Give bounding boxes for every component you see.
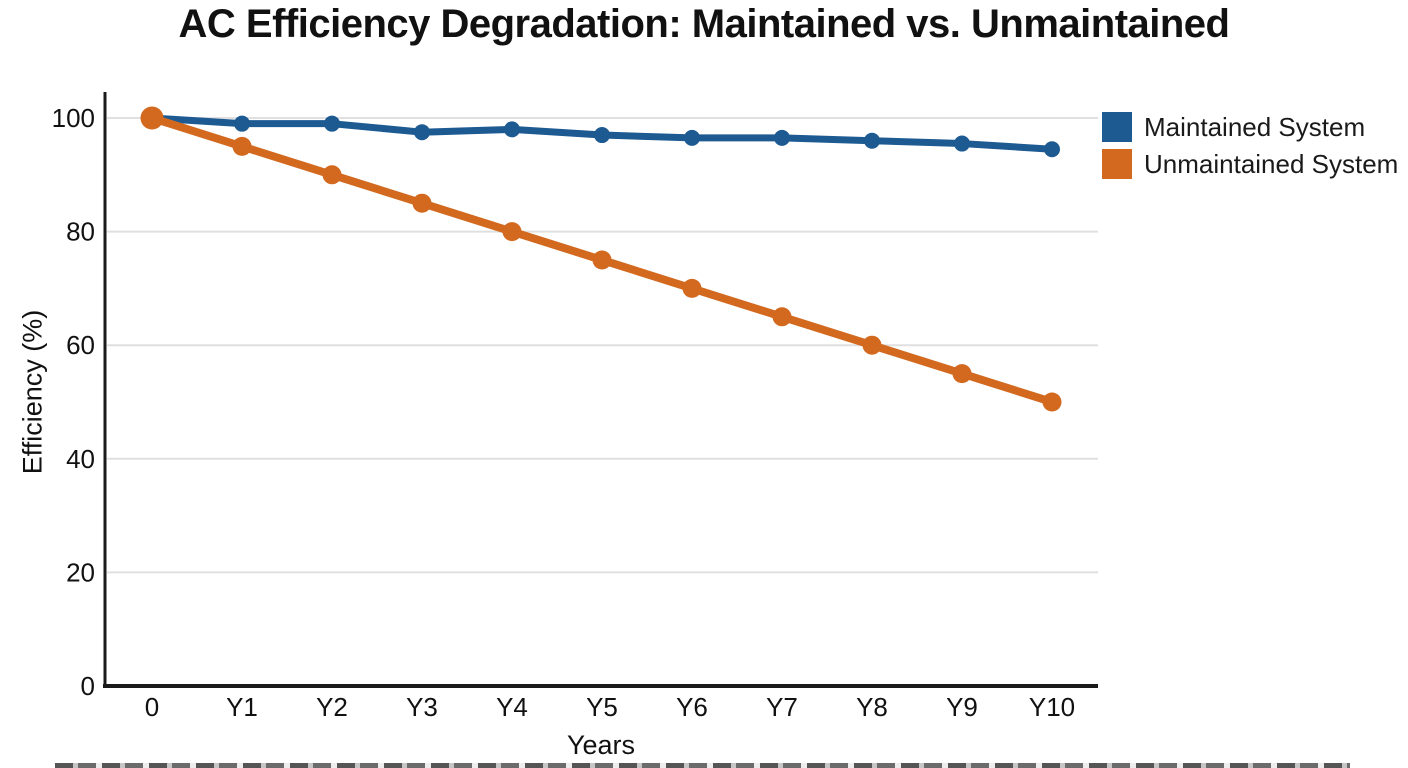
y-tick-label: 20	[66, 557, 95, 587]
unmaintained-data-point	[592, 250, 612, 270]
y-tick-label: 40	[66, 444, 95, 474]
y-axis-title: Efficiency (%)	[17, 309, 48, 475]
maintained-data-point	[774, 129, 790, 146]
unmaintained-data-point	[682, 278, 702, 298]
unmaintained-data-point	[140, 106, 164, 130]
maintained-data-point	[324, 115, 340, 132]
maintained-data-point	[414, 124, 430, 141]
x-tick-label: Y5	[586, 692, 618, 722]
maintained-data-point	[594, 127, 610, 144]
maintained-data-point	[684, 129, 700, 146]
cropped-bottom-content	[55, 763, 1350, 768]
x-axis-title: Years	[566, 730, 636, 760]
x-tick-label: Y8	[856, 692, 888, 722]
x-tick-label: Y4	[496, 692, 528, 722]
legend-item-maintained: Maintained System	[1102, 112, 1398, 142]
y-tick-label: 60	[66, 330, 95, 360]
legend: Maintained System Unmaintained System	[1102, 112, 1398, 179]
x-tick-label: 0	[145, 692, 159, 722]
y-tick-label: 80	[66, 217, 95, 247]
unmaintained-data-point	[232, 136, 252, 156]
maintained-data-point	[954, 135, 970, 152]
y-tick-label: 100	[52, 103, 95, 133]
maintained-data-point	[504, 121, 520, 138]
legend-swatch-unmaintained-icon	[1102, 149, 1132, 179]
maintained-data-point	[234, 115, 250, 132]
legend-label-maintained: Maintained System	[1144, 112, 1366, 142]
legend-swatch-maintained-icon	[1102, 112, 1132, 142]
x-tick-label: Y2	[316, 692, 348, 722]
x-tick-label: Y3	[406, 692, 438, 722]
x-tick-label: Y6	[676, 692, 708, 722]
unmaintained-data-point	[952, 364, 972, 384]
x-tick-label: Y1	[226, 692, 258, 722]
unmaintained-data-point	[862, 335, 882, 355]
unmaintained-data-point	[322, 165, 342, 185]
unmaintained-data-point	[772, 307, 792, 327]
unmaintained-data-point	[412, 193, 432, 213]
maintained-data-point	[1044, 141, 1060, 158]
unmaintained-data-point	[1042, 392, 1062, 412]
x-tick-label: Y10	[1029, 692, 1075, 722]
x-tick-label: Y7	[766, 692, 798, 722]
legend-label-unmaintained: Unmaintained System	[1144, 149, 1399, 179]
legend-item-unmaintained: Unmaintained System	[1102, 149, 1398, 179]
chart-title: AC Efficiency Degradation: Maintained vs…	[178, 2, 1230, 46]
maintained-data-point	[864, 132, 880, 149]
y-tick-label: 0	[81, 671, 95, 701]
x-tick-label: Y9	[946, 692, 978, 722]
unmaintained-data-point	[502, 222, 522, 242]
